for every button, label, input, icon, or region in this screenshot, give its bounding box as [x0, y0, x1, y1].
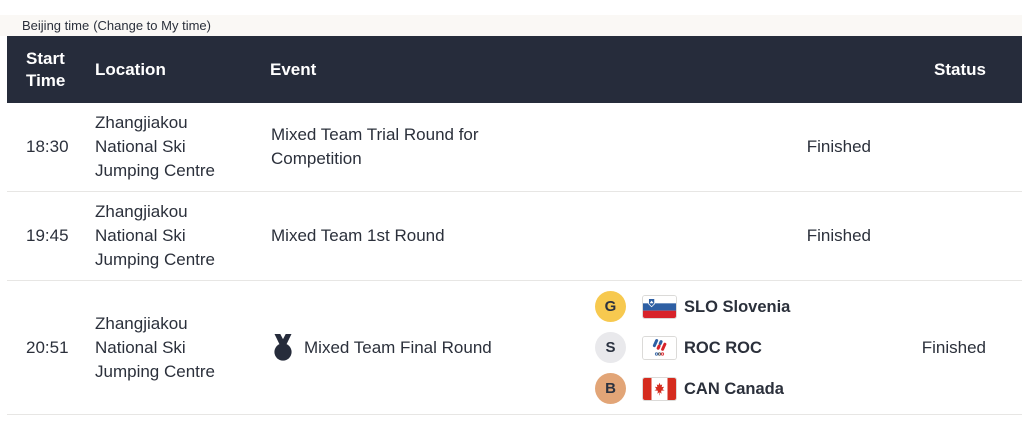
medal-results: G SLO Slovenia S ROC ROC B CAN Canada: [595, 281, 907, 414]
slovenia-flag-icon: [643, 295, 676, 318]
medal-entry: S ROC ROC: [595, 332, 907, 363]
start-time: 18:30: [26, 137, 69, 156]
change-timezone-link[interactable]: (Change to My time): [93, 18, 211, 33]
team-name: SLO Slovenia: [684, 297, 791, 316]
event-name: Mixed Team 1st Round: [271, 226, 445, 245]
roc-flag-icon: [643, 336, 676, 359]
table-row: 20:51 Zhangjiakou National Ski Jumping C…: [7, 281, 1022, 415]
status-text: Finished: [806, 226, 871, 245]
table-header-row: Start Time Location Event Status: [7, 36, 1022, 103]
location-text: Zhangjiakou National Ski Jumping Centre: [95, 202, 216, 269]
start-time: 19:45: [26, 226, 69, 245]
medal-entry: B CAN Canada: [595, 373, 907, 404]
gold-medal-badge: G: [595, 291, 626, 322]
team-name: CAN Canada: [684, 379, 784, 398]
timezone-bar: Beijing time (Change to My time): [0, 15, 1022, 36]
event-name: Mixed Team Final Round: [304, 337, 492, 357]
column-header-event: Event: [270, 59, 317, 79]
table-body: 18:30 Zhangjiakou National Ski Jumping C…: [7, 103, 1022, 415]
silver-medal-badge: S: [595, 332, 626, 363]
start-time: 20:51: [26, 337, 69, 357]
canada-flag-icon: [643, 377, 676, 400]
event-name: Mixed Team Trial Round for Competition: [271, 125, 479, 168]
table-row: 19:45 Zhangjiakou National Ski Jumping C…: [7, 192, 1022, 281]
status-text: Finished: [921, 337, 986, 357]
column-header-location: Location: [95, 59, 166, 79]
medal-entry: G SLO Slovenia: [595, 291, 907, 322]
team-name: ROC ROC: [684, 338, 762, 357]
table-row: 18:30 Zhangjiakou National Ski Jumping C…: [7, 103, 1022, 192]
location-text: Zhangjiakou National Ski Jumping Centre: [95, 313, 216, 381]
bronze-medal-badge: B: [595, 373, 626, 404]
medal-icon: [271, 334, 295, 361]
schedule-table: Start Time Location Event Status 18:30 Z…: [7, 36, 1022, 415]
timezone-label: Beijing time: [22, 18, 90, 33]
location-text: Zhangjiakou National Ski Jumping Centre: [95, 113, 216, 180]
column-header-status: Status: [934, 59, 986, 79]
column-header-start-time: Start Time: [26, 48, 66, 90]
status-text: Finished: [806, 137, 871, 156]
